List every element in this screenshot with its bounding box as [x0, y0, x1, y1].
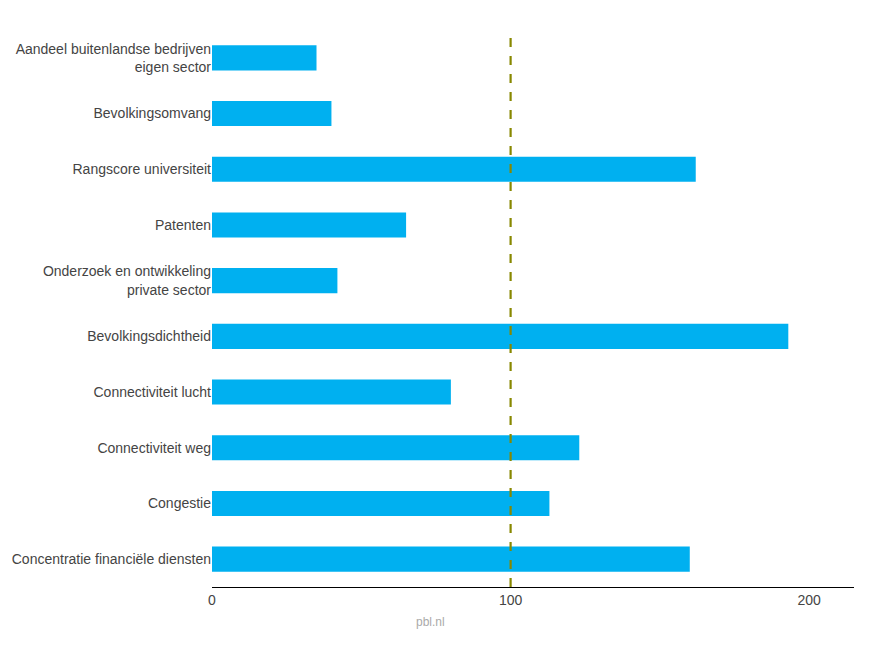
svg-text:0: 0 — [208, 592, 216, 608]
svg-text:Aandeel buitenlandse bedrijven: Aandeel buitenlandse bedrijveneigen sect… — [16, 41, 212, 75]
svg-text:Bevolkingsdichtheid: Bevolkingsdichtheid — [87, 328, 211, 344]
svg-text:Congestie: Congestie — [148, 495, 211, 511]
svg-text:Connectiviteit weg: Connectiviteit weg — [97, 440, 211, 456]
svg-text:200: 200 — [798, 592, 822, 608]
svg-text:Patenten: Patenten — [155, 217, 211, 233]
svg-text:Connectiviteit lucht: Connectiviteit lucht — [93, 384, 211, 400]
svg-text:Concentratie financiële dienst: Concentratie financiële diensten — [12, 551, 211, 567]
svg-text:Rangscore universiteit: Rangscore universiteit — [72, 161, 211, 177]
svg-text:Onderzoek en ontwikkelingpriva: Onderzoek en ontwikkelingprivate sector — [43, 263, 211, 297]
svg-text:Bevolkingsomvang: Bevolkingsomvang — [93, 105, 211, 121]
svg-text:100: 100 — [499, 592, 523, 608]
svg-text:pbl.nl: pbl.nl — [416, 615, 445, 629]
